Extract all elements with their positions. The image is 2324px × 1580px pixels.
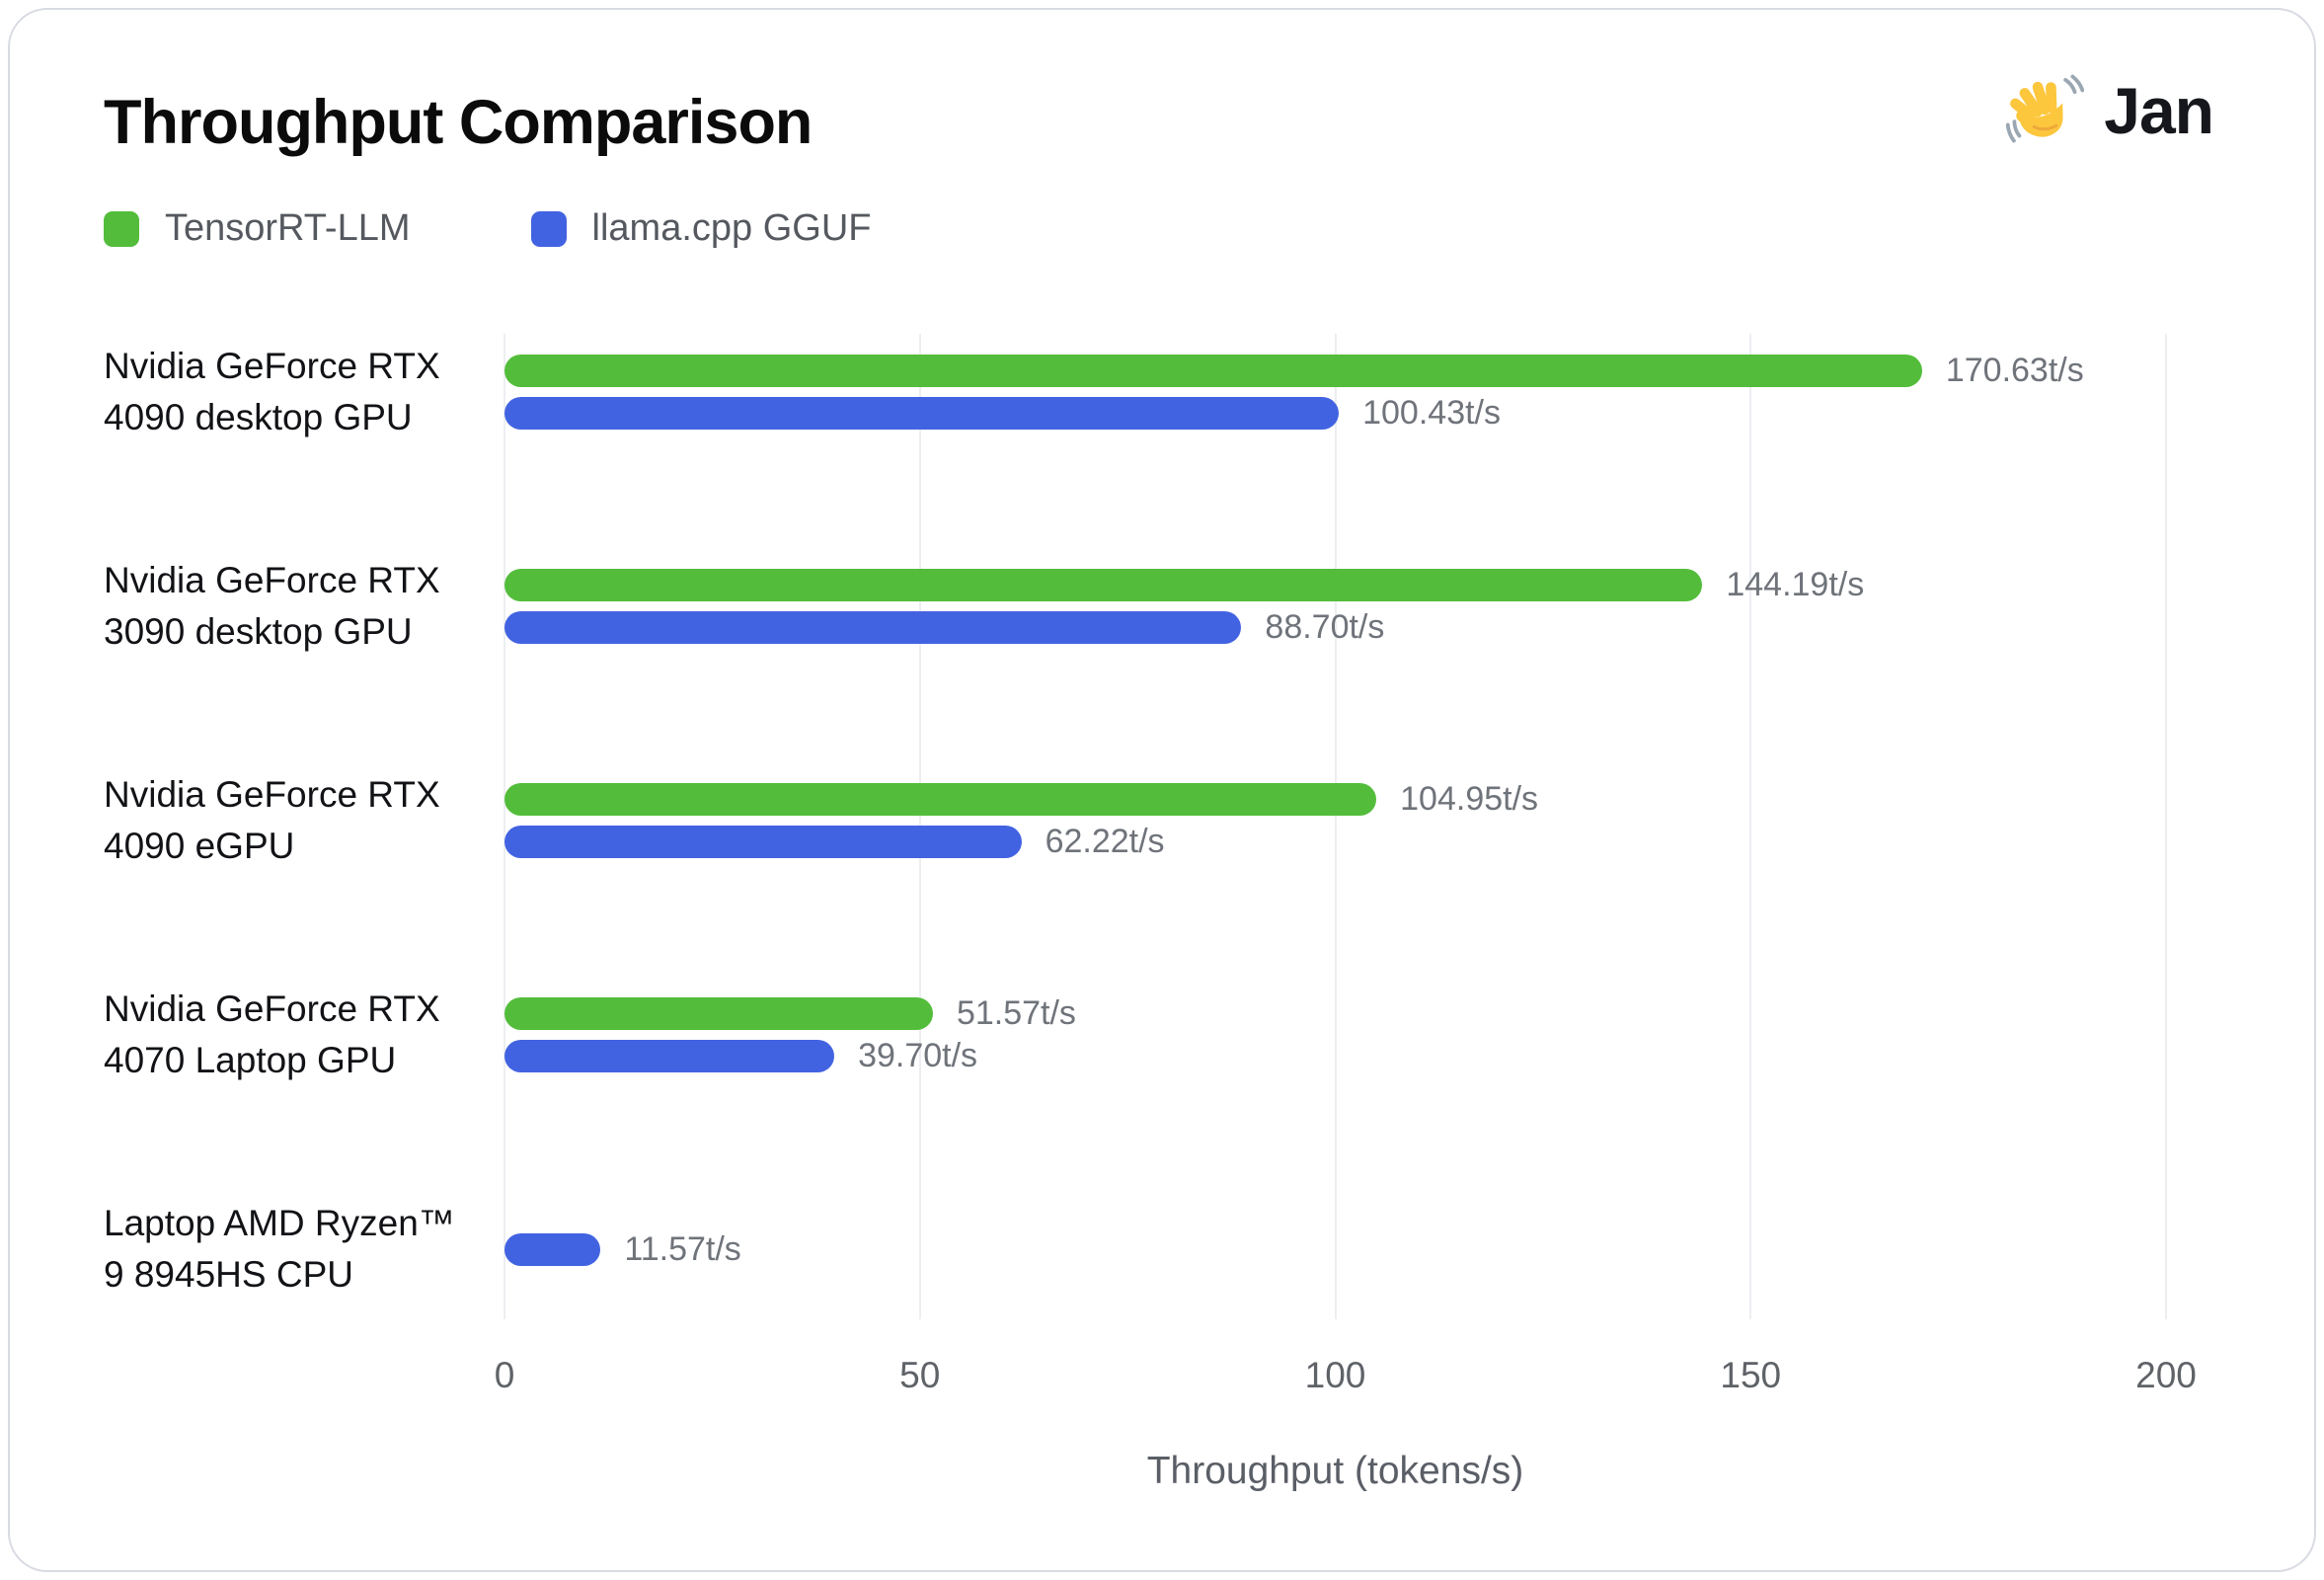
- bar-value-label: 170.63t/s: [1945, 352, 2084, 389]
- bar-llama-cpp-gguf[interactable]: [504, 826, 1022, 858]
- bar-value-label: 51.57t/s: [956, 994, 1076, 1032]
- x-axis-tick: 50: [899, 1355, 941, 1395]
- bar-value-label: 39.70t/s: [858, 1037, 978, 1074]
- bar-tensorrt-llm[interactable]: [504, 997, 933, 1030]
- bar-tensorrt-llm[interactable]: [504, 569, 1703, 601]
- bar-value-label: 62.22t/s: [1045, 823, 1165, 860]
- gridline: [504, 334, 505, 1319]
- gridline: [2165, 334, 2167, 1319]
- category-label-line: Nvidia GeForce RTX: [104, 346, 440, 386]
- category-label-line: 3090 desktop GPU: [104, 611, 413, 652]
- x-axis-label: Throughput (tokens/s): [1146, 1450, 1524, 1492]
- legend-swatch-icon: [104, 210, 139, 247]
- bar-value-label: 88.70t/s: [1265, 608, 1385, 646]
- page-title: Throughput Comparison: [104, 88, 813, 157]
- brand-name: Jan: [2104, 74, 2214, 147]
- category-label-line: Nvidia GeForce RTX: [104, 560, 440, 600]
- category-label-line: 4070 Laptop GPU: [104, 1040, 397, 1080]
- category-label-line: Nvidia GeForce RTX: [104, 988, 440, 1029]
- bar-llama-cpp-gguf[interactable]: [504, 1040, 835, 1072]
- bar-llama-cpp-gguf[interactable]: [504, 397, 1340, 430]
- x-axis-tick: 100: [1304, 1355, 1366, 1395]
- category-label: Nvidia GeForce RTX 4090 desktop GPU: [104, 341, 499, 443]
- gridline: [1749, 334, 1752, 1319]
- category-label-line: Nvidia GeForce RTX: [104, 774, 440, 815]
- legend-item-llama-cpp-gguf[interactable]: llama.cpp GGUF: [530, 207, 872, 250]
- x-axis-tick: 150: [1720, 1355, 1782, 1395]
- category-label-line: 4090 desktop GPU: [104, 397, 413, 437]
- category-label: Laptop AMD Ryzen™ 9 8945HS CPU: [104, 1198, 499, 1301]
- legend-label: TensorRT-LLM: [165, 207, 411, 249]
- bar-value-label: 144.19t/s: [1726, 566, 1865, 603]
- category-label: Nvidia GeForce RTX 4090 eGPU: [104, 769, 499, 872]
- bar-tensorrt-llm[interactable]: [504, 783, 1377, 816]
- x-axis-tick: 200: [2135, 1355, 2197, 1395]
- legend-label: llama.cpp GGUF: [591, 207, 872, 249]
- legend-swatch-icon: [530, 210, 567, 247]
- category-label-line: Laptop AMD Ryzen™: [104, 1203, 455, 1243]
- x-axis-tick: 0: [494, 1355, 515, 1395]
- bar-value-label: 104.95t/s: [1400, 780, 1539, 818]
- bar-llama-cpp-gguf[interactable]: [504, 611, 1242, 644]
- brand: Jan: [2005, 71, 2214, 150]
- waving-hand-icon: [2006, 74, 2085, 143]
- category-label-line: 9 8945HS CPU: [104, 1254, 353, 1295]
- bar-value-label: 11.57t/s: [624, 1230, 741, 1268]
- category-label-line: 4090 eGPU: [104, 826, 295, 866]
- bar-tensorrt-llm[interactable]: [504, 355, 1922, 387]
- legend-item-tensorrt-llm[interactable]: TensorRT-LLM: [104, 207, 411, 250]
- bar-llama-cpp-gguf[interactable]: [504, 1233, 601, 1266]
- category-label: Nvidia GeForce RTX 4070 Laptop GPU: [104, 984, 499, 1086]
- gridline: [1334, 334, 1337, 1319]
- category-label: Nvidia GeForce RTX 3090 desktop GPU: [104, 555, 499, 658]
- bar-value-label: 100.43t/s: [1362, 394, 1501, 432]
- legend: TensorRT-LLM llama.cpp GGUF: [104, 207, 871, 250]
